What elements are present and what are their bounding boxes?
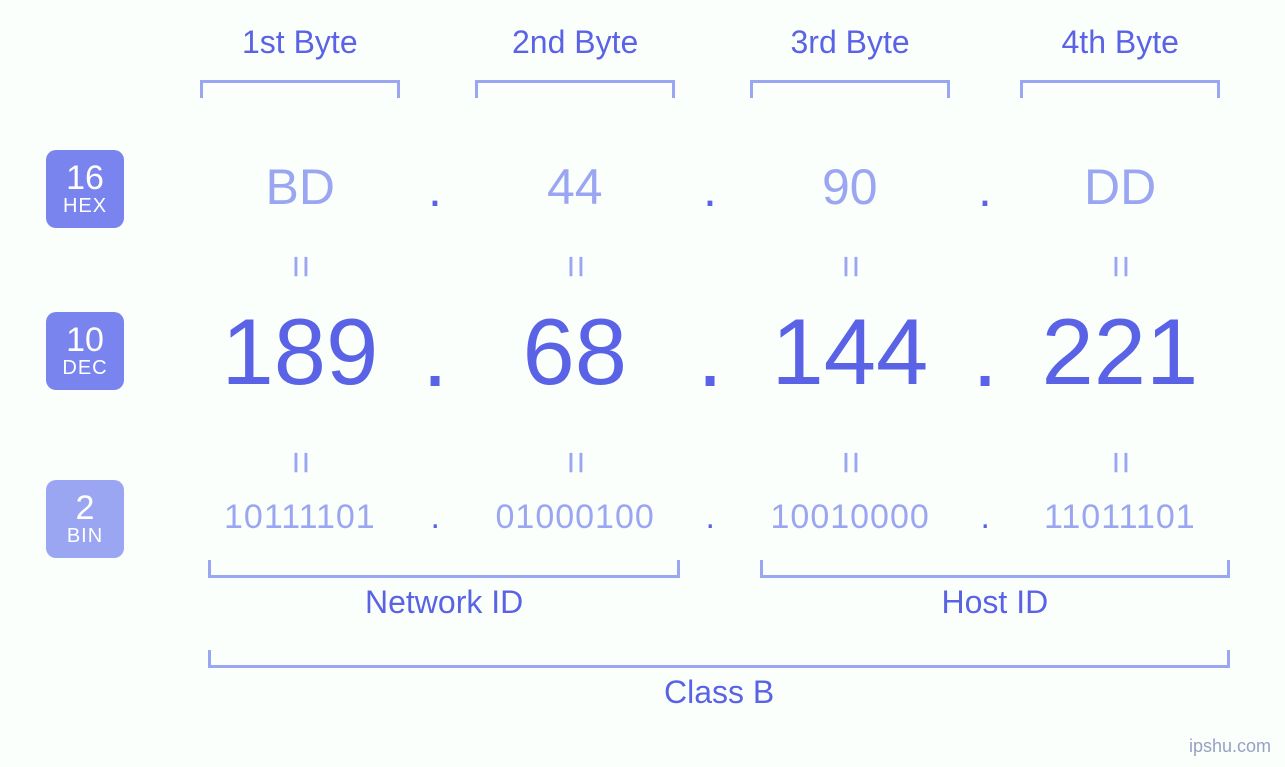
hex-dot-1: .	[428, 160, 442, 218]
dec-dot-1: .	[422, 300, 448, 408]
eq-hex-dec-2: =	[553, 255, 598, 278]
byte-label-4: 4th Byte	[1062, 24, 1179, 61]
dec-byte-1: 189	[222, 298, 379, 406]
bin-dot-2: .	[706, 498, 715, 537]
bin-byte-1: 10111101	[224, 498, 376, 537]
hex-byte-1: BD	[266, 158, 335, 216]
eq-dec-bin-3: =	[828, 451, 873, 474]
badge-dec-label: DEC	[62, 358, 107, 379]
host-label: Host ID	[942, 584, 1049, 621]
bin-dot-3: .	[981, 498, 990, 537]
bin-byte-4: 11011101	[1044, 498, 1196, 537]
hex-byte-3: 90	[822, 158, 878, 216]
bin-byte-3: 10010000	[771, 498, 930, 537]
top-bracket-1	[200, 80, 400, 98]
top-bracket-4	[1020, 80, 1220, 98]
badge-dec: 10 DEC	[46, 312, 124, 390]
eq-hex-dec-3: =	[828, 255, 873, 278]
top-bracket-2	[475, 80, 675, 98]
network-bracket	[208, 560, 680, 578]
badge-hex-label: HEX	[63, 196, 107, 217]
badge-dec-num: 10	[66, 323, 104, 359]
badge-hex: 16 HEX	[46, 150, 124, 228]
network-label: Network ID	[365, 584, 523, 621]
badge-hex-num: 16	[66, 161, 104, 197]
dec-byte-2: 68	[523, 298, 628, 406]
byte-label-3: 3rd Byte	[791, 24, 910, 61]
dec-byte-4: 221	[1042, 298, 1199, 406]
eq-dec-bin-2: =	[553, 451, 598, 474]
hex-byte-4: DD	[1084, 158, 1156, 216]
byte-label-1: 1st Byte	[242, 24, 358, 61]
eq-hex-dec-1: =	[278, 255, 323, 278]
badge-bin: 2 BIN	[46, 480, 124, 558]
bin-dot-1: .	[431, 498, 440, 537]
badge-bin-num: 2	[76, 491, 95, 527]
dec-byte-3: 144	[772, 298, 929, 406]
watermark: ipshu.com	[1189, 736, 1271, 757]
class-label: Class B	[664, 674, 774, 711]
hex-dot-2: .	[703, 160, 717, 218]
byte-label-2: 2nd Byte	[512, 24, 638, 61]
hex-dot-3: .	[978, 160, 992, 218]
hex-byte-2: 44	[547, 158, 603, 216]
dec-dot-2: .	[697, 300, 723, 408]
class-bracket	[208, 650, 1230, 668]
eq-hex-dec-4: =	[1098, 255, 1143, 278]
badge-bin-label: BIN	[67, 526, 103, 547]
eq-dec-bin-4: =	[1098, 451, 1143, 474]
bin-byte-2: 01000100	[496, 498, 655, 537]
eq-dec-bin-1: =	[278, 451, 323, 474]
dec-dot-3: .	[972, 300, 998, 408]
host-bracket	[760, 560, 1230, 578]
top-bracket-3	[750, 80, 950, 98]
